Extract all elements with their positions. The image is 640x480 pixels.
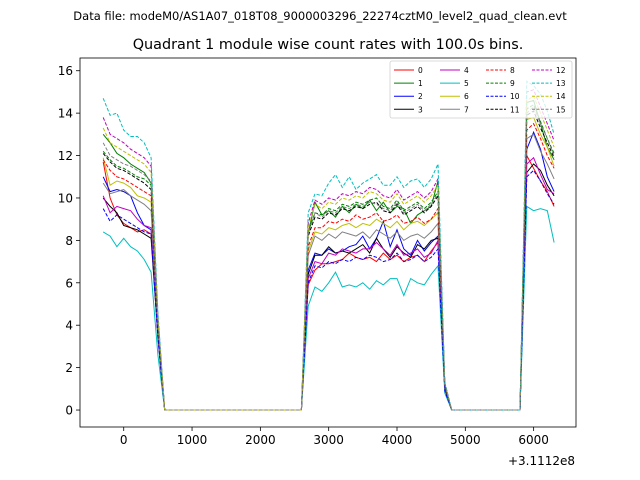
x-tick-label: 0 xyxy=(120,433,128,447)
x-offset-label: +3.1112e8 xyxy=(508,454,575,468)
legend-label-4: 4 xyxy=(464,66,469,75)
series-line-15 xyxy=(102,105,555,411)
x-tick-label: 5000 xyxy=(450,433,481,447)
chart-suptitle: Data file: modeM0/AS1A07_018T08_90000032… xyxy=(73,9,567,23)
legend-label-9: 9 xyxy=(510,79,515,88)
legend-label-1: 1 xyxy=(418,79,423,88)
y-tick-label: 8 xyxy=(65,234,73,248)
legend-label-14: 14 xyxy=(556,92,566,101)
legend-label-7: 7 xyxy=(464,105,469,114)
series-line-13 xyxy=(102,80,555,411)
legend-box xyxy=(389,60,573,119)
legend-label-5: 5 xyxy=(464,79,469,88)
series-line-4 xyxy=(102,156,555,411)
x-tick-label: 2000 xyxy=(245,433,276,447)
x-tick-label: 1000 xyxy=(177,433,208,447)
legend-label-0: 0 xyxy=(418,66,423,75)
series-lines xyxy=(102,80,555,411)
series-line-1 xyxy=(102,99,555,411)
y-tick-label: 4 xyxy=(65,319,73,333)
x-tick-label: 4000 xyxy=(382,433,413,447)
legend-label-3: 3 xyxy=(418,105,423,114)
chart-title: Quadrant 1 module wise count rates with … xyxy=(133,37,524,53)
x-tick-label: 6000 xyxy=(518,433,549,447)
legend-label-15: 15 xyxy=(556,105,566,114)
y-tick-label: 12 xyxy=(58,149,73,163)
series-line-12 xyxy=(102,89,555,411)
series-line-5 xyxy=(102,205,555,411)
legend-label-2: 2 xyxy=(418,92,423,101)
legend-label-13: 13 xyxy=(556,79,566,88)
y-tick-label: 2 xyxy=(65,361,73,375)
plot-frame xyxy=(79,57,577,428)
x-tick-label: 3000 xyxy=(313,433,344,447)
y-tick-label: 14 xyxy=(58,107,73,121)
series-line-2 xyxy=(102,130,555,411)
legend-label-12: 12 xyxy=(556,66,566,75)
series-line-11 xyxy=(102,110,555,411)
series-line-8 xyxy=(102,122,555,411)
legend-label-8: 8 xyxy=(510,66,515,75)
y-tick-label: 0 xyxy=(65,404,73,418)
y-tick-label: 16 xyxy=(58,64,73,78)
y-axis: 0 2 4 6 8 10 12 14 16 xyxy=(58,64,80,418)
series-line-9 xyxy=(102,103,555,411)
legend-label-11: 11 xyxy=(510,105,520,114)
x-axis: 0 1000 2000 3000 4000 5000 6000 xyxy=(120,427,549,447)
series-line-7 xyxy=(102,133,555,411)
series-line-10 xyxy=(102,169,555,411)
y-tick-label: 6 xyxy=(65,276,73,290)
series-line-3 xyxy=(102,163,555,411)
legend-label-10: 10 xyxy=(510,92,520,101)
y-tick-label: 10 xyxy=(58,191,73,205)
legend-label-6: 6 xyxy=(464,92,469,101)
